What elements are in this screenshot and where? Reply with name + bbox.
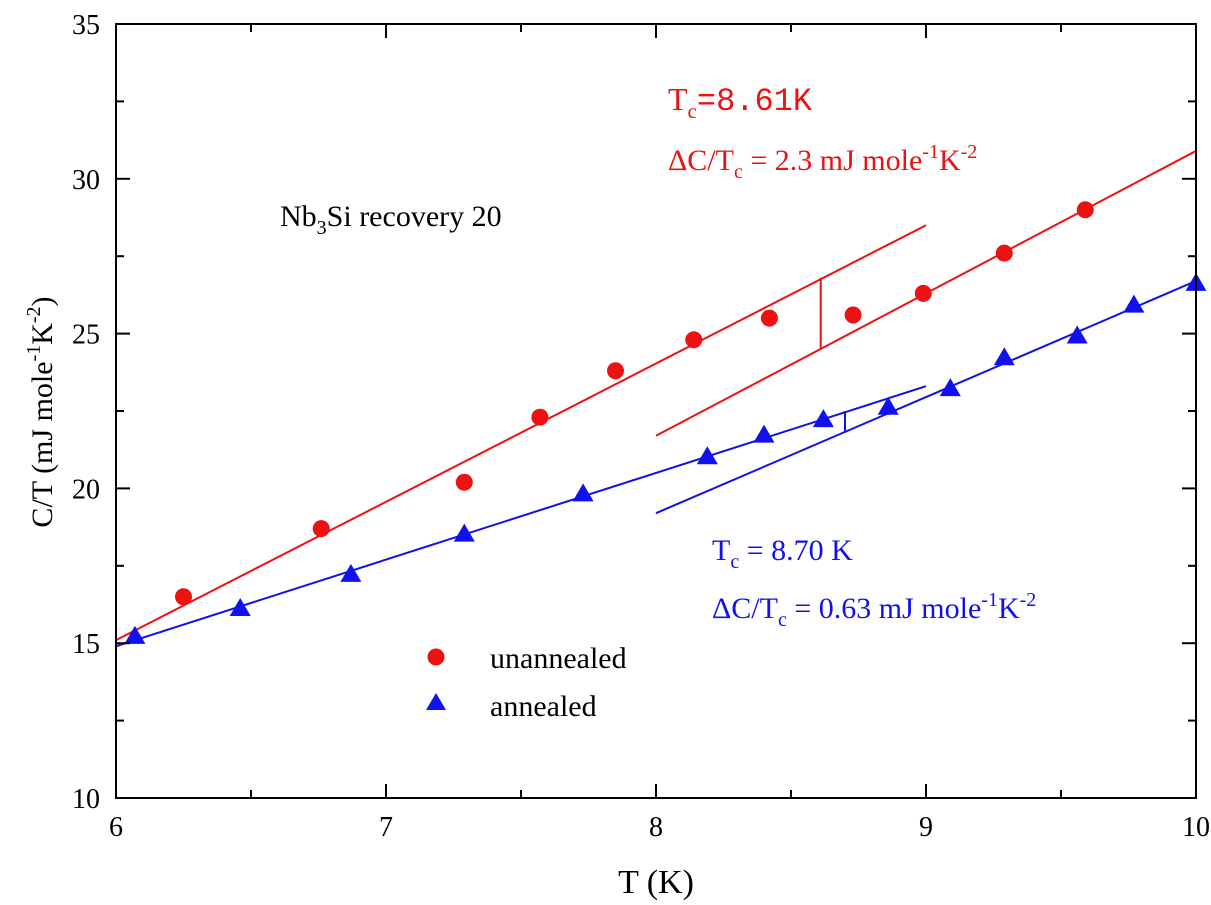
legend-circle-marker bbox=[427, 648, 445, 666]
data-point-annealed bbox=[812, 409, 834, 428]
x-tick-label: 10 bbox=[1182, 812, 1210, 843]
x-axis-label: T (K) bbox=[618, 864, 694, 901]
unannealed-dc-mid: K bbox=[939, 144, 961, 177]
y-axis-label-end: ) bbox=[26, 296, 59, 306]
y-axis-label: C/T (mJ mole-1K-2) bbox=[23, 296, 59, 527]
data-point-annealed bbox=[453, 523, 475, 542]
unannealed-tc-annotation: Tc=8.61K bbox=[668, 81, 813, 123]
data-point-annealed bbox=[1066, 325, 1088, 344]
unannealed-dc-annotation: ΔC/Tc = 2.3 mJ mole-1K-2 bbox=[668, 141, 977, 183]
x-tick-label: 8 bbox=[649, 812, 663, 843]
annealed-dc-sub: c bbox=[778, 609, 787, 631]
sample-label-post: Si recovery 20 bbox=[327, 200, 502, 233]
unannealed-dc-sup1: -1 bbox=[922, 141, 939, 163]
unannealed-dc-symbol: ΔC/T bbox=[668, 144, 734, 177]
unannealed-tc-sub: c bbox=[688, 99, 697, 123]
data-point-unannealed bbox=[175, 588, 192, 606]
sample-label-pre: Nb bbox=[280, 200, 317, 233]
axis-ticks: 6 7 8 9 10 10 15 20 25 30 35 bbox=[72, 10, 1210, 843]
y-tick-label: 20 bbox=[72, 474, 100, 505]
y-axis-label-sup2: -2 bbox=[23, 306, 45, 323]
annealed-tc-sub: c bbox=[730, 551, 739, 573]
annealed-dc-annotation: ΔC/Tc = 0.63 mJ mole-1K-2 bbox=[712, 589, 1036, 631]
data-point-annealed bbox=[1123, 294, 1145, 313]
x-tick-label: 7 bbox=[379, 812, 393, 843]
fit-line bbox=[116, 224, 927, 641]
data-markers bbox=[124, 201, 1207, 644]
annealed-dc-sup2: -2 bbox=[1020, 589, 1037, 611]
y-tick-label: 10 bbox=[72, 784, 100, 815]
data-point-annealed bbox=[572, 483, 594, 502]
data-point-unannealed bbox=[844, 306, 862, 324]
data-point-annealed bbox=[877, 396, 899, 415]
data-point-unannealed bbox=[531, 408, 549, 426]
data-point-unannealed bbox=[760, 309, 778, 327]
x-tick-label: 9 bbox=[919, 812, 933, 843]
unannealed-dc-sup2: -2 bbox=[961, 141, 978, 163]
legend-label-annealed: annealed bbox=[490, 690, 597, 723]
data-point-unannealed bbox=[607, 362, 624, 380]
unannealed-dc-value: = 2.3 mJ mole bbox=[743, 144, 922, 177]
data-point-unannealed bbox=[1076, 201, 1094, 219]
plot-frame bbox=[115, 23, 1197, 799]
data-point-annealed bbox=[753, 424, 775, 443]
annealed-tc-annotation: Tc = 8.70 K bbox=[712, 534, 853, 573]
data-point-annealed bbox=[939, 378, 961, 397]
data-point-annealed bbox=[340, 563, 362, 582]
annealed-tc-value: = 8.70 K bbox=[739, 534, 853, 567]
y-tick-label: 25 bbox=[72, 320, 100, 351]
unannealed-tc-symbol: T bbox=[668, 81, 688, 117]
y-axis-label-main: C/T (mJ mole bbox=[26, 361, 59, 527]
x-tick-label: 6 bbox=[109, 812, 123, 843]
annealed-dc-sup1: -1 bbox=[981, 589, 998, 611]
fit-lines bbox=[116, 150, 1196, 648]
annealed-tc-symbol: T bbox=[712, 534, 730, 567]
sample-label-sub: 3 bbox=[317, 217, 327, 239]
fit-line bbox=[655, 280, 1196, 515]
data-point-annealed bbox=[229, 597, 251, 616]
data-point-annealed bbox=[124, 625, 146, 644]
data-point-unannealed bbox=[914, 284, 932, 302]
legend: unannealed annealed bbox=[426, 642, 627, 723]
data-point-annealed bbox=[696, 446, 718, 465]
data-point-annealed bbox=[993, 347, 1015, 366]
y-tick-label: 15 bbox=[72, 629, 100, 660]
y-axis-label-mid: K bbox=[26, 323, 59, 345]
sample-label: Nb3Si recovery 20 bbox=[280, 200, 502, 239]
annealed-dc-mid: K bbox=[998, 592, 1020, 625]
legend-label-unannealed: unannealed bbox=[490, 642, 627, 675]
annealed-dc-value: = 0.63 mJ mole bbox=[787, 592, 981, 625]
plot-area bbox=[116, 150, 1207, 648]
data-point-unannealed bbox=[685, 331, 703, 349]
y-tick-label: 30 bbox=[72, 165, 100, 196]
data-point-unannealed bbox=[455, 473, 473, 491]
annealed-dc-symbol: ΔC/T bbox=[712, 592, 778, 625]
fit-line bbox=[116, 385, 927, 648]
unannealed-dc-sub: c bbox=[734, 161, 743, 183]
data-point-unannealed bbox=[312, 520, 330, 538]
y-axis-label-sup1: -1 bbox=[23, 345, 45, 362]
y-tick-label: 35 bbox=[72, 10, 100, 41]
data-point-unannealed bbox=[995, 244, 1013, 262]
unannealed-tc-value: =8.61K bbox=[697, 83, 813, 120]
legend-triangle-marker bbox=[426, 693, 446, 710]
